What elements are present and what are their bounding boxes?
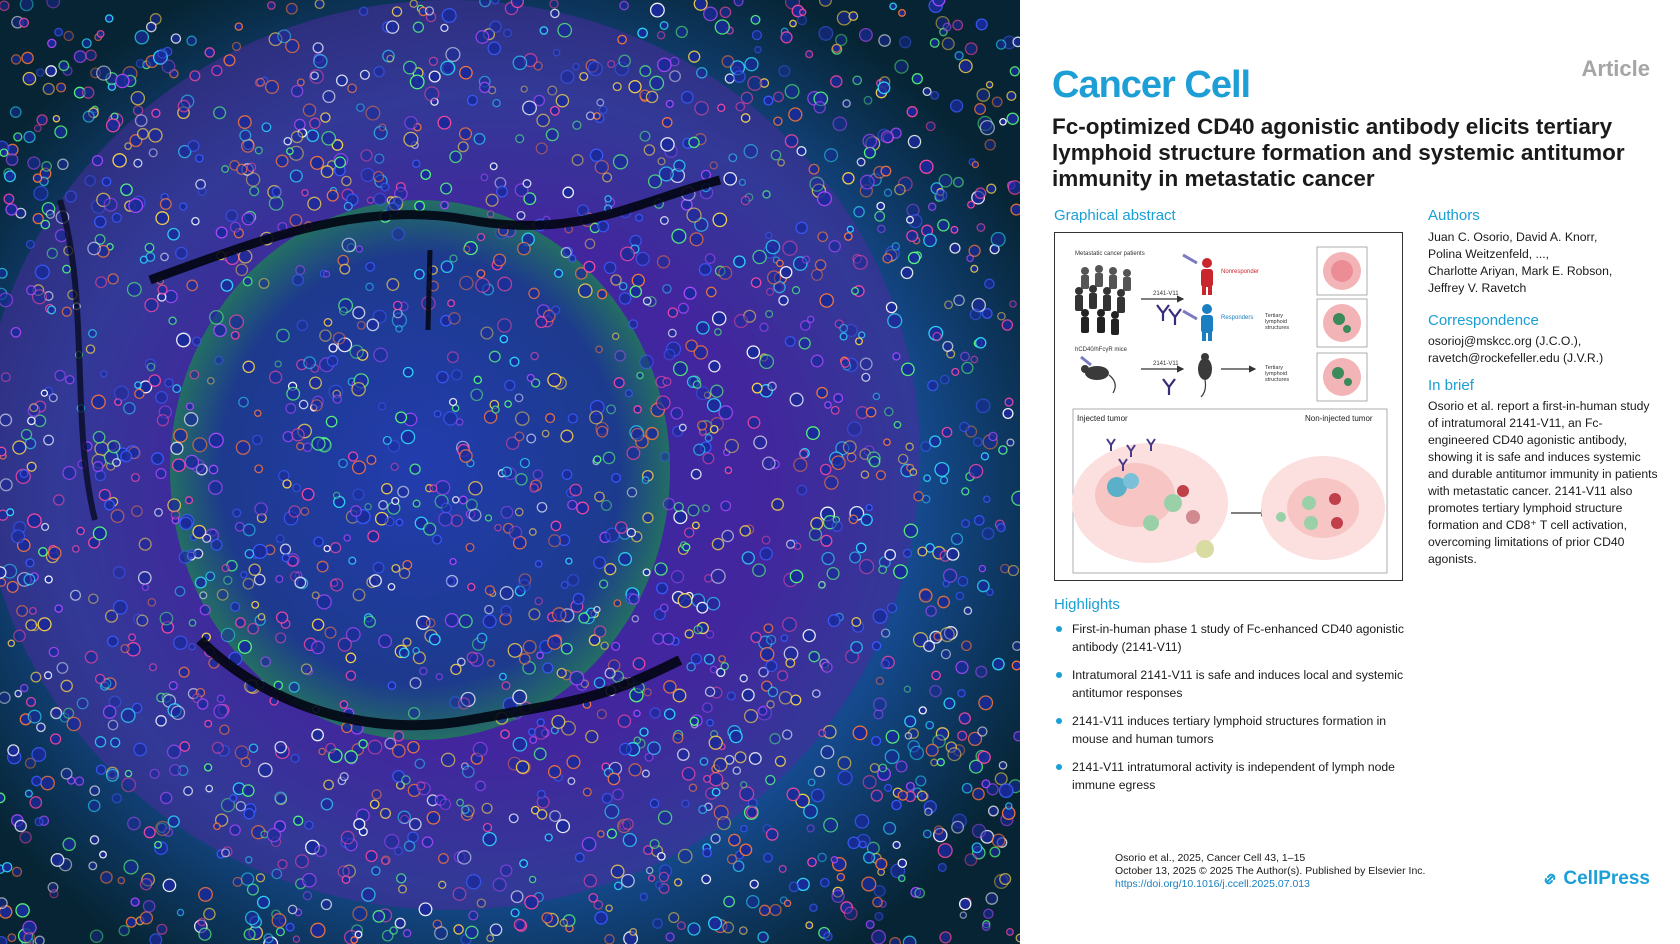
authors-line: Juan C. Osorio, David A. Knorr, <box>1428 230 1598 244</box>
graphical-abstract-figure[interactable]: Metastatic cancer patients 2141-V11 <box>1054 232 1403 581</box>
antibody-icon <box>1162 378 1176 395</box>
responder-icon <box>1201 304 1213 341</box>
email-link[interactable]: ravetch@rockefeller.edu (J.V.R.) <box>1428 351 1604 365</box>
highlight-text: First-in-human phase 1 study of Fc-enhan… <box>1072 622 1404 654</box>
bullet-icon <box>1056 626 1062 632</box>
patients-icon <box>1075 265 1131 335</box>
cellpress-link-icon <box>1545 873 1556 885</box>
bullet-icon <box>1056 764 1062 770</box>
highlights-list: First-in-human phase 1 study of Fc-enhan… <box>1054 620 1414 804</box>
authors-line: Jeffrey V. Ravetch <box>1428 281 1527 295</box>
in-brief-heading: In brief <box>1428 377 1474 394</box>
authors-list[interactable]: Juan C. Osorio, David A. Knorr, Polina W… <box>1428 229 1668 297</box>
mouse-icon <box>1081 365 1116 394</box>
ga-label-responders: Responders <box>1221 315 1253 321</box>
tumor-thumbnail <box>1316 298 1368 348</box>
correspondence-emails: osorioj@mskcc.org (J.C.O.), ravetch@rock… <box>1428 333 1668 367</box>
email-link[interactable]: osorioj@mskcc.org (J.C.O.), <box>1428 334 1582 348</box>
authors-line: Polina Weitzenfeld, ..., <box>1428 247 1550 261</box>
citation-line: October 13, 2025 © 2025 The Author(s). P… <box>1115 865 1426 877</box>
graphical-abstract-heading: Graphical abstract <box>1054 207 1176 224</box>
tumor-thumbnail <box>1316 246 1368 296</box>
authors-line: Charlotte Ariyan, Mark E. Robson, <box>1428 264 1613 278</box>
ga-label-noninjected: Non-injected tumor <box>1305 414 1373 423</box>
highlight-item: 2141-V11 induces tertiary lymphoid struc… <box>1054 712 1414 748</box>
article-panel: Article Cancer Cell Fc-optimized CD40 ag… <box>1020 0 1680 944</box>
tumor-thumbnail <box>1316 352 1368 402</box>
publisher-name: CellPress <box>1563 868 1650 889</box>
injected-tumor-illustration <box>1072 438 1228 563</box>
highlight-text: 2141-V11 intratumoral activity is indepe… <box>1072 760 1395 792</box>
in-brief-text: Osorio et al. report a first-in-human st… <box>1428 399 1658 566</box>
syringe-icon <box>1080 355 1092 367</box>
ga-label-drug1: 2141-V11 <box>1153 291 1179 297</box>
citation-line: Osorio et al., 2025, Cancer Cell 43, 1–1… <box>1115 852 1306 864</box>
nonresponder-icon <box>1201 258 1213 295</box>
authors-heading: Authors <box>1428 207 1480 224</box>
ga-label-tls1: Tertiary lymphoid structures <box>1265 313 1289 331</box>
correspondence-heading: Correspondence <box>1428 312 1539 329</box>
publisher-logo[interactable]: CellPress <box>1541 868 1650 890</box>
ga-label-drug2: 2141-V11 <box>1153 361 1179 367</box>
article-title: Fc-optimized CD40 agonistic antibody eli… <box>1052 114 1625 191</box>
bullet-icon <box>1056 718 1062 724</box>
ga-label-nonresponder: Nonresponder <box>1221 269 1259 275</box>
mouse-icon <box>1198 353 1212 398</box>
ga-label-tls2: Tertiary lymphoid structures <box>1265 365 1289 383</box>
highlight-item: 2141-V11 intratumoral activity is indepe… <box>1054 758 1414 794</box>
article-type-label: Article <box>1581 56 1650 81</box>
ga-label-injected: Injected tumor <box>1077 414 1128 423</box>
noninjected-tumor-illustration <box>1261 456 1385 560</box>
ga-label-mice: hCD40/hFcγR mice <box>1075 347 1128 353</box>
antibody-icon <box>1156 304 1182 325</box>
syringe-icon <box>1182 309 1198 321</box>
highlight-item: First-in-human phase 1 study of Fc-enhan… <box>1054 620 1414 656</box>
highlight-item: Intratumoral 2141-V11 is safe and induce… <box>1054 666 1414 702</box>
highlight-text: Intratumoral 2141-V11 is safe and induce… <box>1072 668 1404 700</box>
highlights-heading: Highlights <box>1054 596 1120 613</box>
journal-name[interactable]: Cancer Cell <box>1052 64 1251 106</box>
bullet-icon <box>1056 672 1062 678</box>
citation-block: Osorio et al., 2025, Cancer Cell 43, 1–1… <box>1115 852 1425 891</box>
syringe-icon <box>1182 253 1198 265</box>
highlight-text: 2141-V11 induces tertiary lymphoid struc… <box>1072 714 1387 746</box>
ga-label-patients: Metastatic cancer patients <box>1075 251 1145 257</box>
doi-link[interactable]: https://doi.org/10.1016/j.ccell.2025.07.… <box>1115 878 1310 890</box>
cover-image <box>0 0 1020 944</box>
